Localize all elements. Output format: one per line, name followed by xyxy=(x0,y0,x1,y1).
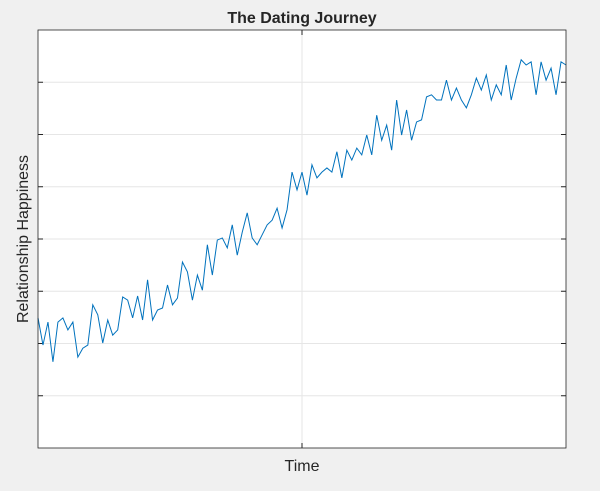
x-axis-label: Time xyxy=(285,458,320,475)
chart-title: The Dating Journey xyxy=(227,10,376,27)
axes-box xyxy=(37,29,567,449)
data-line xyxy=(37,58,567,362)
plot-layer xyxy=(37,30,567,448)
y-axis-label: Relationship Happiness xyxy=(15,155,32,323)
